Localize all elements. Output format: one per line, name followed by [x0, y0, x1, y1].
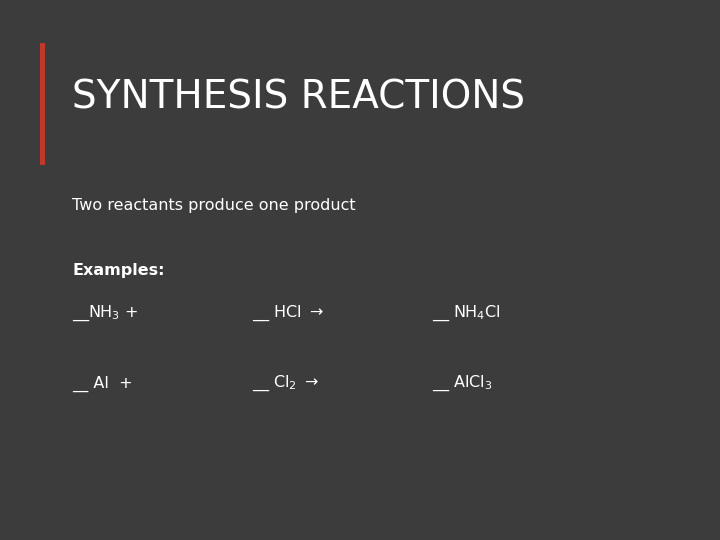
Text: __ Cl$_2$ $\rightarrow$: __ Cl$_2$ $\rightarrow$ — [252, 374, 320, 393]
Text: SYNTHESIS REACTIONS: SYNTHESIS REACTIONS — [72, 78, 525, 116]
Text: __ Al  +: __ Al + — [72, 375, 132, 391]
Text: Two reactants produce one product: Two reactants produce one product — [72, 198, 356, 213]
Text: Examples:: Examples: — [72, 262, 164, 278]
FancyBboxPatch shape — [40, 43, 45, 165]
Text: __ HCl $\rightarrow$: __ HCl $\rightarrow$ — [252, 303, 324, 323]
Text: __NH$_3$ +: __NH$_3$ + — [72, 303, 138, 323]
Text: __ AlCl$_3$: __ AlCl$_3$ — [432, 374, 492, 393]
Text: __ NH$_4$Cl: __ NH$_4$Cl — [432, 303, 500, 323]
